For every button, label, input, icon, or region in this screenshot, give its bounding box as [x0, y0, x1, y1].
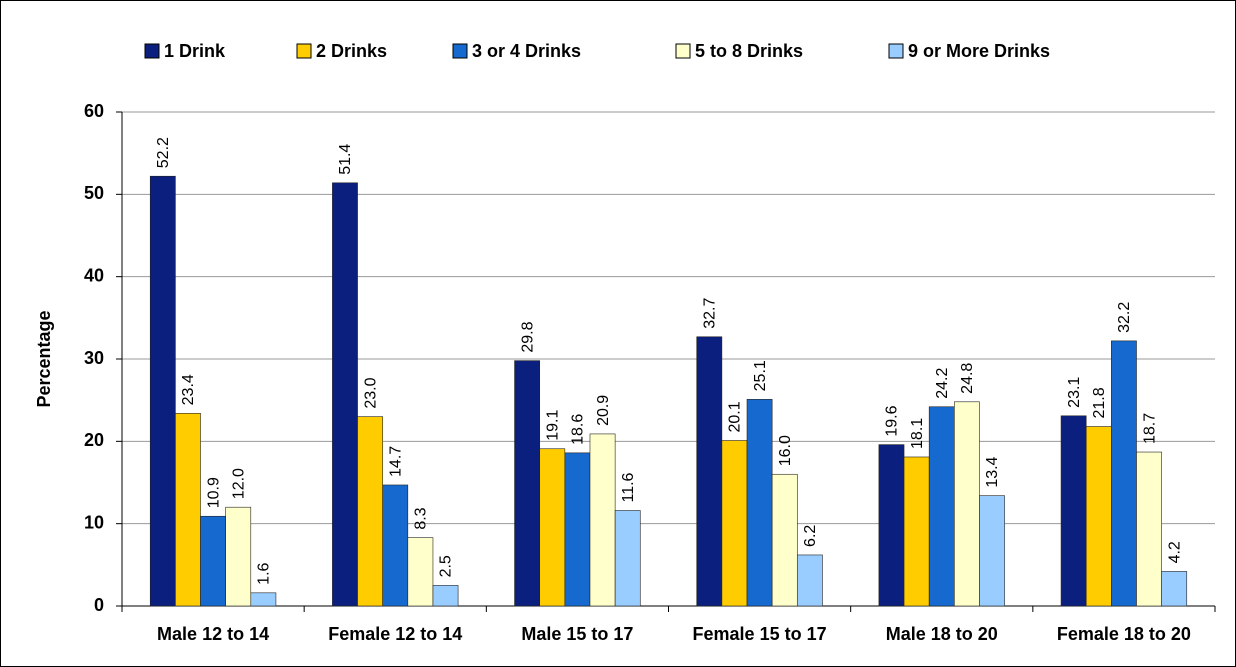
legend-swatch: [144, 43, 160, 59]
data-label: 29.8: [519, 321, 536, 352]
bar: [1161, 571, 1188, 607]
y-axis-title: Percentage: [34, 310, 54, 407]
bar: [614, 510, 641, 607]
x-tick-label: Female 15 to 17: [693, 624, 827, 644]
data-label: 18.7: [1141, 413, 1158, 444]
bar: [721, 440, 748, 607]
data-label: 2.5: [438, 555, 455, 577]
y-tick-label: 0: [94, 595, 104, 615]
bar: [514, 360, 541, 607]
data-label: 20.9: [595, 395, 612, 426]
legend-swatch: [452, 43, 468, 59]
bar: [1085, 426, 1112, 607]
data-label: 14.7: [387, 446, 404, 477]
data-label: 18.1: [909, 418, 926, 449]
bar: [175, 413, 201, 607]
y-tick-label: 20: [84, 430, 104, 450]
bar: [332, 182, 358, 607]
bar: [796, 554, 823, 607]
x-tick-label: Male 18 to 20: [886, 624, 998, 644]
legend-label: 2 Drinks: [316, 41, 387, 61]
data-label: 8.3: [413, 507, 430, 529]
bar: [979, 495, 1005, 607]
data-label: 1.6: [256, 562, 273, 584]
bar: [1060, 415, 1087, 607]
bar: [357, 416, 383, 607]
legend-label: 5 to 8 Drinks: [695, 41, 803, 61]
data-label: 23.0: [362, 377, 379, 408]
bar: [200, 515, 226, 607]
data-label: 25.1: [752, 360, 769, 391]
data-label: 19.6: [884, 405, 901, 436]
bar: [696, 336, 723, 607]
data-label: 23.4: [180, 374, 197, 405]
y-tick-label: 60: [84, 101, 104, 121]
data-label: 19.1: [544, 410, 561, 441]
legend-label: 9 or More Drinks: [908, 41, 1050, 61]
bar: [771, 473, 798, 607]
bar: [589, 433, 616, 607]
bar: [382, 484, 409, 607]
legend-swatch: [888, 43, 904, 59]
data-label: 20.1: [727, 401, 744, 432]
bar: [954, 401, 980, 607]
bar: [1111, 340, 1137, 607]
bar: [149, 175, 176, 607]
data-label: 6.2: [802, 525, 819, 547]
bar: [225, 506, 252, 607]
bar: [1136, 451, 1162, 607]
bar: [928, 406, 955, 607]
data-label: 21.8: [1091, 387, 1108, 418]
legend-label: 1 Drink: [164, 41, 226, 61]
y-tick-label: 40: [84, 265, 104, 285]
x-tick-label: Male 12 to 14: [157, 624, 269, 644]
y-tick-label: 10: [84, 512, 104, 532]
data-label: 52.2: [155, 137, 172, 168]
legend-swatch: [296, 43, 312, 59]
legend-swatch: [675, 43, 691, 59]
bar: [878, 444, 905, 607]
bar: [539, 448, 566, 607]
data-label: 10.9: [205, 477, 222, 508]
bar: [250, 592, 277, 607]
x-tick-label: Female 18 to 20: [1057, 624, 1191, 644]
bar: [903, 456, 930, 607]
bar: [746, 399, 773, 607]
data-label: 11.6: [620, 472, 637, 502]
y-tick-label: 50: [84, 183, 104, 203]
bar: [432, 585, 459, 607]
x-tick-label: Female 12 to 14: [328, 624, 462, 644]
data-label: 4.2: [1166, 541, 1183, 563]
data-label: 16.0: [777, 435, 794, 466]
data-label: 32.2: [1116, 302, 1133, 333]
data-label: 32.7: [702, 298, 719, 329]
bar: [564, 452, 591, 607]
data-label: 18.6: [570, 414, 587, 445]
bar: [407, 537, 434, 607]
x-tick-label: Male 15 to 17: [521, 624, 633, 644]
data-label: 24.8: [959, 363, 976, 394]
data-label: 13.4: [984, 456, 1001, 487]
data-label: 51.4: [337, 144, 354, 175]
y-tick-label: 30: [84, 348, 104, 368]
data-label: 12.0: [230, 468, 247, 499]
legend-label: 3 or 4 Drinks: [472, 41, 581, 61]
data-label: 23.1: [1066, 377, 1083, 408]
data-label: 24.2: [934, 368, 951, 399]
